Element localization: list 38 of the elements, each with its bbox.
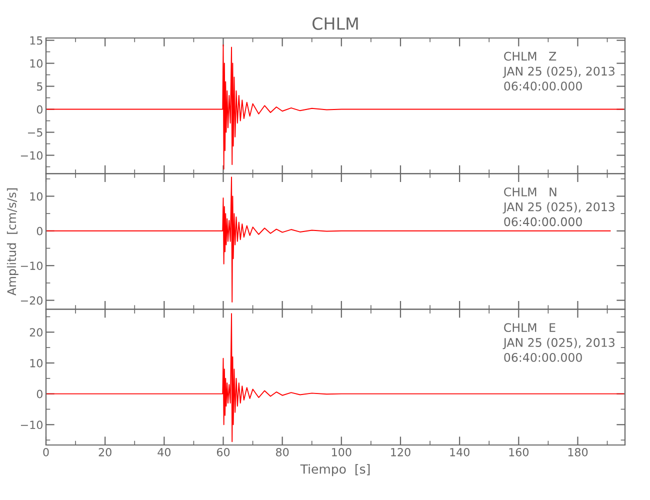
x-axis-title: Tiempo [s]: [300, 464, 370, 476]
annotation: CHLM E: [504, 323, 556, 332]
y-tick-label: 10: [30, 59, 42, 68]
annotation: 06:40:00.000: [504, 82, 582, 91]
x-tick-label: 40: [158, 448, 170, 456]
y-tick-label: 10: [30, 192, 42, 201]
y-tick-label: 0: [36, 105, 42, 114]
y-tick-label: −5: [28, 128, 42, 137]
x-tick-label: 100: [332, 448, 352, 456]
x-tick-label: 160: [509, 448, 529, 456]
x-tick-label: 120: [391, 448, 410, 456]
y-tick-label: 0: [36, 226, 42, 236]
y-tick-label: 20: [30, 328, 42, 337]
line-series: [46, 313, 624, 442]
x-tick-label: 60: [216, 448, 230, 456]
x-tick-label: 80: [276, 448, 289, 456]
line-series: [46, 44, 624, 170]
x-tick-label: 20: [98, 448, 112, 456]
y-tick-label: −10: [20, 262, 42, 270]
annotation: CHLM Z: [504, 52, 556, 61]
annotation: CHLM N: [504, 187, 556, 196]
annotation: 06:40:00.000: [504, 217, 582, 226]
annotation: JAN 25 (025), 2013: [502, 66, 614, 78]
chart-title: CHLM: [312, 17, 358, 30]
x-tick-label: 140: [450, 448, 470, 456]
y-tick-label: 5: [37, 82, 42, 91]
y-tick-label: −10: [20, 151, 42, 160]
y-tick-label: −20: [20, 296, 42, 305]
y-tick-label: 15: [30, 36, 42, 45]
y-tick-label: 0: [36, 390, 42, 398]
annotation: JAN 25 (025), 2013: [502, 202, 614, 214]
y-axis-title: Amplitud [cm/s/s]: [6, 188, 18, 296]
y-tick-label: −10: [20, 420, 42, 430]
x-tick-label: 0: [43, 448, 49, 456]
x-tick-label: 180: [568, 448, 588, 456]
y-tick-label: 10: [30, 358, 42, 368]
annotation: 06:40:00.000: [504, 352, 582, 362]
annotation: JAN 25 (025), 2013: [502, 338, 614, 350]
